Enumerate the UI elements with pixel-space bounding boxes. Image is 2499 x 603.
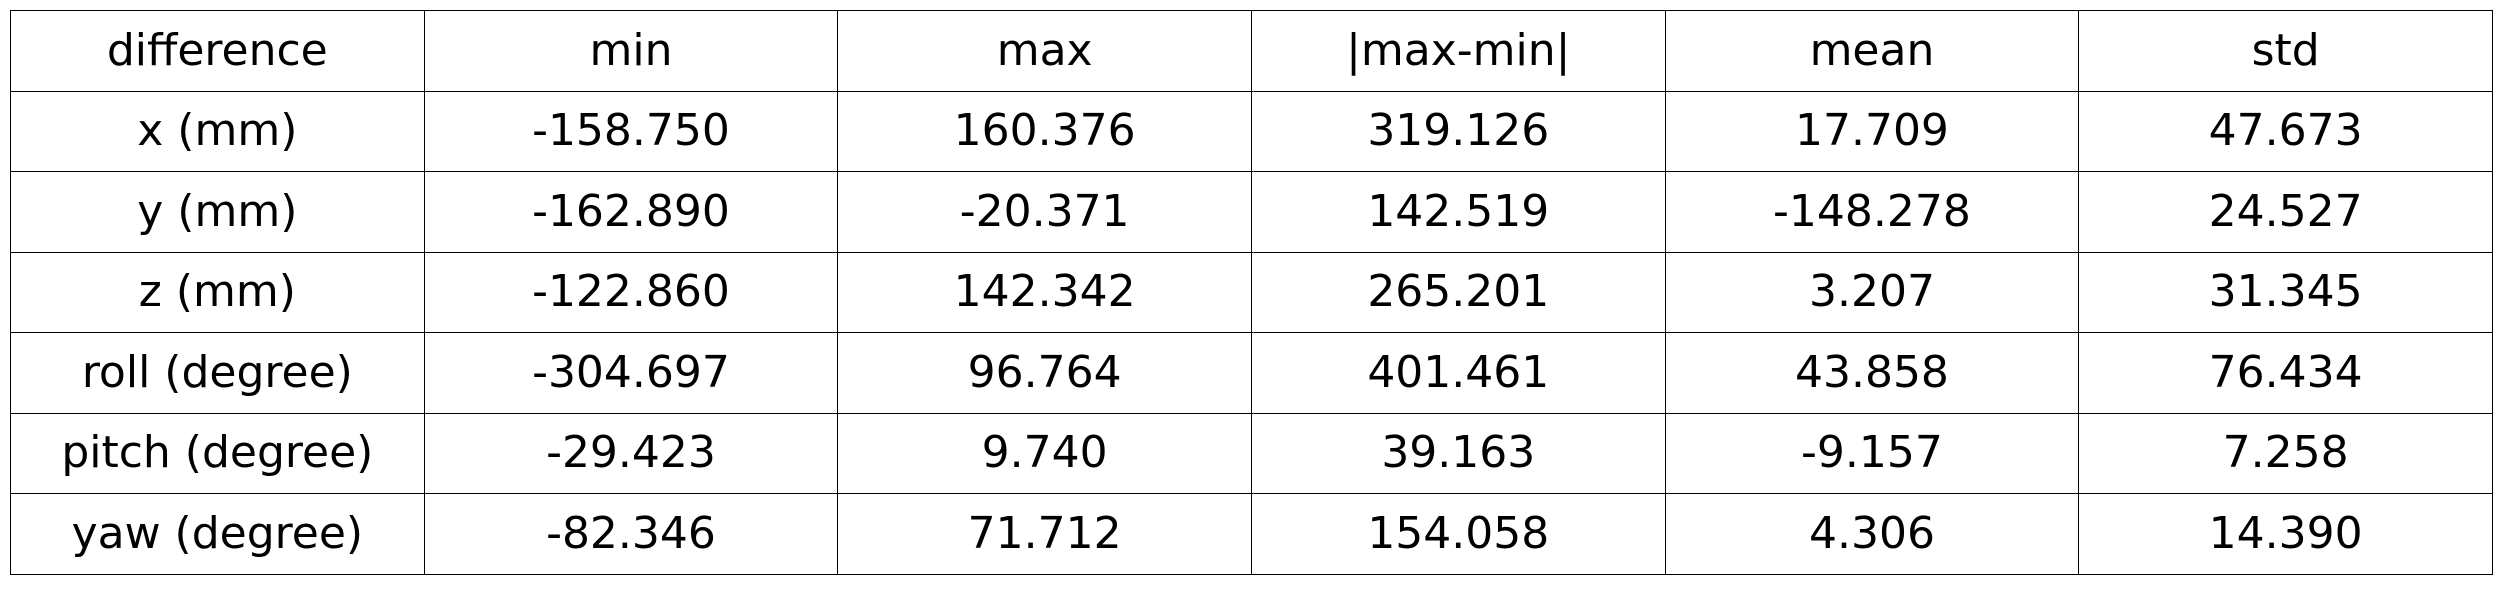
table-cell: 142.342: [837, 251, 1252, 333]
table-cell: -122.860: [423, 251, 839, 333]
table-row: roll (degree) -304.697 96.764 401.461 43.858…: [10, 332, 2493, 414]
table-cell: 17.709: [1664, 90, 2080, 172]
column-header: std: [2078, 10, 2493, 92]
table-cell: -304.697: [423, 332, 839, 414]
column-header: |max-min|: [1250, 10, 1666, 92]
table-cell: 160.376: [837, 90, 1252, 172]
table-cell: -9.157: [1664, 412, 2080, 494]
table-row: x (mm) -158.750 160.376 319.126 17.709 47.673: [10, 90, 2493, 172]
row-label: roll (degree): [10, 332, 425, 414]
table-cell: 401.461: [1250, 332, 1666, 414]
header-row: difference min max |max-min| mean std: [10, 10, 2493, 92]
table-cell: -20.371: [837, 171, 1252, 253]
table-cell: 71.712: [837, 493, 1252, 575]
column-header: mean: [1664, 10, 2080, 92]
table-cell: 142.519: [1250, 171, 1666, 253]
row-label: pitch (degree): [10, 412, 425, 494]
table-cell: 265.201: [1250, 251, 1666, 333]
row-label: y (mm): [10, 171, 425, 253]
table-cell: -29.423: [423, 412, 839, 494]
table-cell: 9.740: [837, 412, 1252, 494]
table-cell: 3.207: [1664, 251, 2080, 333]
table-cell: 7.258: [2078, 412, 2493, 494]
table-cell: 31.345: [2078, 251, 2493, 333]
table-row: z (mm) -122.860 142.342 265.201 3.207 31.345: [10, 251, 2493, 333]
table-cell: -148.278: [1664, 171, 2080, 253]
table-cell: 24.527: [2078, 171, 2493, 253]
column-header: max: [837, 10, 1252, 92]
table-cell: -82.346: [423, 493, 839, 575]
table-cell: 96.764: [837, 332, 1252, 414]
table-body: difference min max |max-min| mean std x (mm) -1…: [10, 10, 2493, 575]
table-cell: 47.673: [2078, 90, 2493, 172]
row-label: yaw (degree): [10, 493, 425, 575]
row-label: z (mm): [10, 251, 425, 333]
table-cell: 154.058: [1250, 493, 1666, 575]
row-label: x (mm): [10, 90, 425, 172]
table-row: y (mm) -162.890 -20.371 142.519 -148.278 24.5…: [10, 171, 2493, 253]
column-header: min: [423, 10, 839, 92]
table-cell: 4.306: [1664, 493, 2080, 575]
table-cell: 39.163: [1250, 412, 1666, 494]
table-cell: -162.890: [423, 171, 839, 253]
table-cell: 14.390: [2078, 493, 2493, 575]
table-cell: 76.434: [2078, 332, 2493, 414]
column-header: difference: [10, 10, 425, 92]
table-cell: -158.750: [423, 90, 839, 172]
table-cell: 319.126: [1250, 90, 1666, 172]
table-row: yaw (degree) -82.346 71.712 154.058 4.306 14.…: [10, 493, 2493, 575]
table-cell: 43.858: [1664, 332, 2080, 414]
statistics-table: difference min max |max-min| mean std x (mm) -1…: [10, 10, 2493, 575]
table-row: pitch (degree) -29.423 9.740 39.163 -9.157 7.…: [10, 412, 2493, 494]
